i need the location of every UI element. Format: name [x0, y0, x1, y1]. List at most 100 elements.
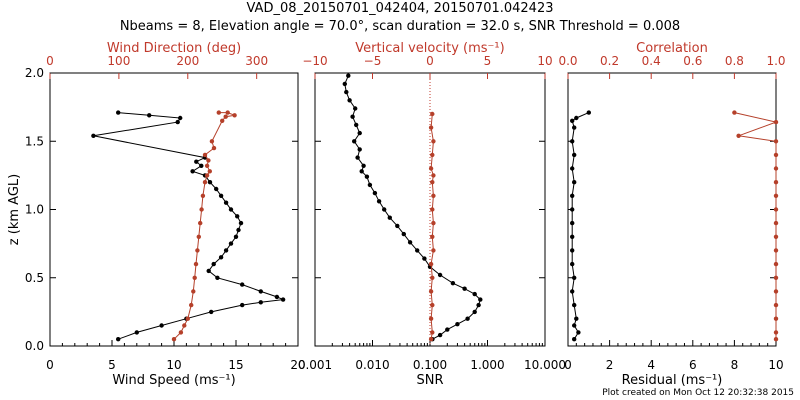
data-point-top: [430, 302, 435, 308]
x-top-tick-label: 300: [245, 54, 268, 68]
data-point-bottom: [387, 215, 392, 220]
data-point-top: [428, 337, 434, 342]
data-point-top: [431, 173, 436, 178]
data-point-bottom: [472, 291, 477, 297]
data-point-bottom: [211, 261, 216, 267]
data-point-top: [204, 163, 210, 168]
data-point-top: [773, 193, 779, 198]
data-point-bottom: [367, 182, 373, 188]
data-point-top: [431, 193, 436, 198]
data-point-bottom: [472, 309, 477, 315]
data-point-top: [773, 207, 779, 212]
data-point-bottom: [462, 286, 467, 291]
x-top-tick-label: 0: [426, 54, 434, 68]
data-point-top: [773, 261, 779, 267]
data-point-bottom: [361, 163, 366, 168]
x-bottom-axis-label: Wind Speed (ms⁻¹): [112, 373, 235, 388]
x-bottom-tick-label: 10: [768, 358, 783, 372]
data-point-bottom: [344, 89, 349, 95]
data-point-bottom: [570, 139, 575, 144]
series-line-bottom: [93, 112, 285, 340]
data-point-top: [207, 169, 212, 174]
y-tick-label: 2.0: [25, 66, 44, 80]
data-point-top: [202, 180, 208, 185]
x-top-tick-label: 1.0: [766, 54, 785, 68]
x-top-tick-label: 100: [107, 54, 130, 68]
x-bottom-tick-label: 10.000: [524, 358, 566, 372]
data-point-bottom: [572, 125, 577, 130]
data-point-bottom: [364, 174, 370, 179]
data-point-bottom: [570, 220, 575, 226]
data-point-top: [736, 133, 741, 138]
data-point-bottom: [355, 155, 360, 160]
x-bottom-tick-label: 0.001: [298, 358, 332, 372]
data-point-top: [185, 316, 190, 321]
data-point-bottom: [570, 118, 575, 124]
x-bottom-tick-label: 4: [647, 358, 655, 372]
data-point-bottom: [194, 159, 199, 164]
data-point-bottom: [280, 297, 286, 302]
data-point-top: [182, 323, 187, 328]
data-point-top: [430, 111, 435, 117]
data-point-top: [773, 289, 779, 294]
data-point-top: [773, 119, 779, 125]
data-point-bottom: [175, 119, 180, 125]
plot-frame: [567, 72, 777, 347]
data-point-top: [773, 166, 779, 171]
figure-title-line2: Nbeams = 8, Elevation angle = 70.0°, sca…: [119, 19, 681, 34]
data-point-top: [189, 302, 194, 308]
x-bottom-tick-label: 1.000: [470, 358, 504, 372]
data-point-bottom: [576, 330, 581, 335]
x-bottom-tick-label: 2: [606, 358, 614, 372]
data-point-top: [773, 152, 779, 158]
data-point-top: [773, 316, 779, 321]
data-point-bottom: [572, 337, 577, 342]
x-bottom-axis-label: Residual (ms⁻¹): [622, 373, 723, 388]
x-top-tick-label: 0.2: [600, 54, 619, 68]
data-point-bottom: [357, 147, 362, 152]
data-point-bottom: [445, 327, 450, 332]
data-point-bottom: [233, 234, 239, 239]
data-point-top: [773, 337, 779, 342]
data-point-top: [200, 193, 206, 198]
data-point-bottom: [240, 282, 245, 287]
data-point-bottom: [228, 241, 234, 246]
x-bottom-tick-label: 0: [564, 358, 572, 372]
x-bottom-tick-label: 8: [731, 358, 739, 372]
x-bottom-tick-label: 6: [689, 358, 697, 372]
x-bottom-tick-label: 10: [166, 358, 181, 372]
data-point-bottom: [570, 234, 575, 239]
data-point-bottom: [347, 98, 352, 103]
data-point-bottom: [570, 289, 575, 294]
data-point-bottom: [570, 248, 575, 253]
data-point-top: [431, 139, 436, 144]
data-point-bottom: [415, 248, 420, 253]
data-point-bottom: [570, 166, 575, 171]
data-point-top: [773, 180, 779, 185]
x-top-tick-label: 0.0: [558, 54, 577, 68]
data-point-top: [191, 289, 196, 294]
x-bottom-tick-label: 15: [228, 358, 243, 372]
series-line-top: [734, 112, 778, 340]
data-point-bottom: [274, 294, 280, 300]
plot-created-footer: Plot created on Mon Oct 12 20:32:38 2015: [602, 388, 794, 398]
data-point-bottom: [223, 248, 229, 253]
data-point-top: [428, 166, 434, 171]
data-point-bottom: [207, 180, 213, 185]
data-point-bottom: [258, 289, 263, 294]
x-bottom-axis-label: SNR: [416, 373, 443, 388]
data-point-top: [223, 114, 228, 119]
data-point-bottom: [209, 309, 214, 315]
data-point-bottom: [147, 113, 152, 118]
y-tick-label: 0.5: [25, 271, 44, 285]
data-point-bottom: [228, 207, 234, 212]
x-bottom-tick-label: 5: [108, 358, 116, 372]
x-top-tick-label: −5: [364, 54, 382, 68]
data-point-top: [209, 139, 215, 144]
data-point-bottom: [407, 240, 413, 245]
data-point-top: [773, 275, 779, 280]
data-point-top: [430, 275, 435, 280]
data-point-top: [773, 330, 779, 335]
data-point-top: [773, 234, 779, 239]
